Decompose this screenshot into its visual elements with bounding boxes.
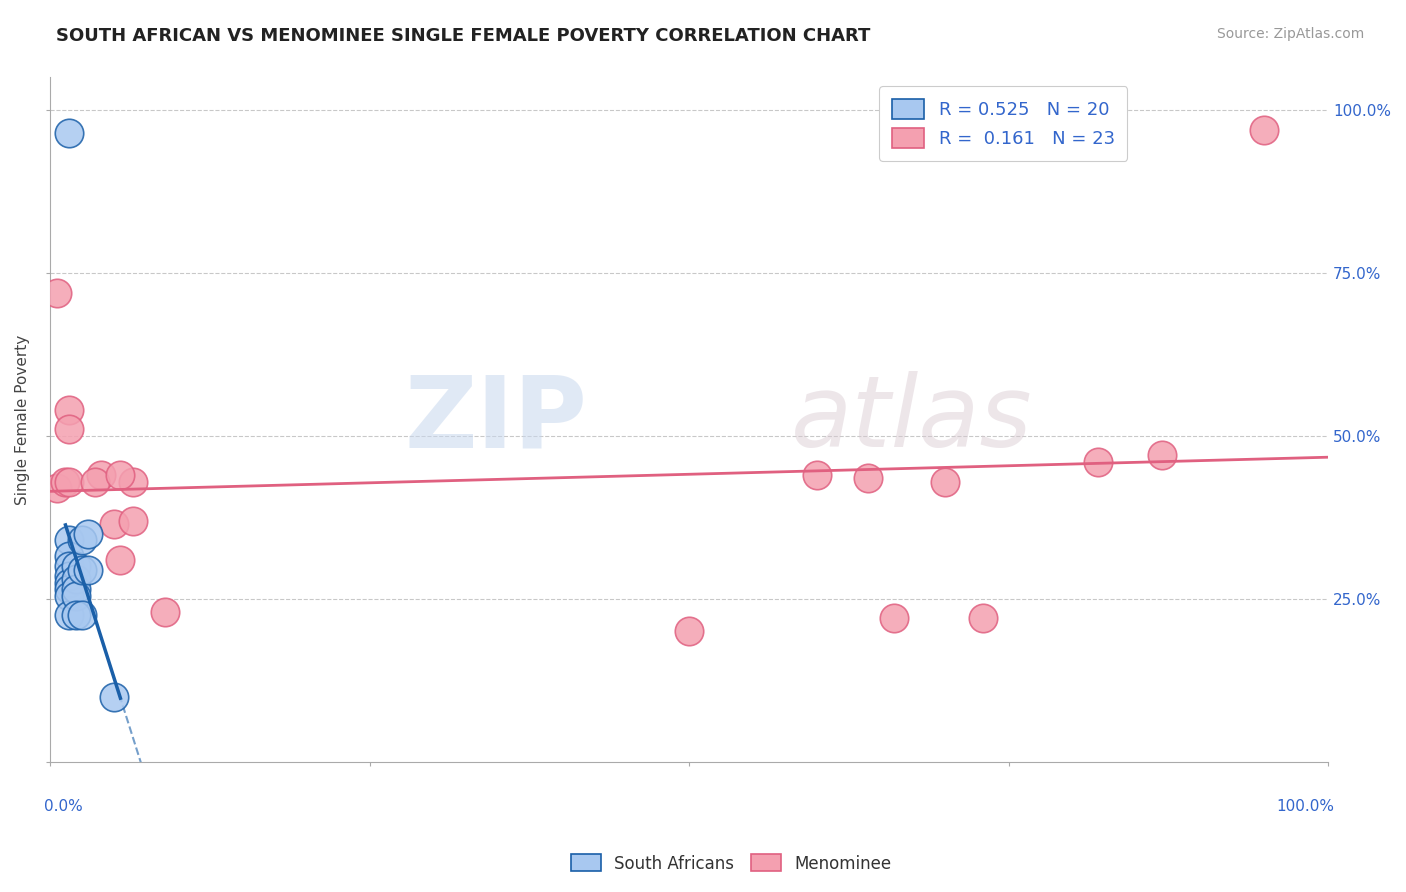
Point [58,608,80,623]
Point [70,608,93,623]
Point [65,559,87,574]
Point [678,624,700,639]
Point [58,575,80,590]
Point [65,608,87,623]
Text: 100.0%: 100.0% [1277,799,1334,814]
Point [70,533,93,548]
Point [110,468,132,483]
Point [58,559,80,574]
Text: atlas: atlas [792,371,1033,468]
Point [883,611,905,625]
Point [90,468,112,483]
Point [856,471,879,485]
Point [77,526,100,541]
Point [77,562,100,576]
Legend: South Africans, Menominee: South Africans, Menominee [564,847,898,880]
Point [58,126,80,140]
Point [122,514,145,528]
Legend: R = 0.525   N = 20, R =  0.161   N = 23: R = 0.525 N = 20, R = 0.161 N = 23 [879,87,1128,161]
Point [1087,455,1109,469]
Point [55,475,77,489]
Point [58,402,80,417]
Point [45,285,67,300]
Point [806,468,828,483]
Text: 0.0%: 0.0% [44,799,83,814]
Point [58,422,80,436]
Point [65,572,87,586]
Point [70,562,93,576]
Point [45,481,67,495]
Point [934,475,956,489]
Text: Source: ZipAtlas.com: Source: ZipAtlas.com [1216,27,1364,41]
Point [110,553,132,567]
Point [103,690,125,704]
Point [65,582,87,596]
Point [58,582,80,596]
Point [1253,122,1275,136]
Point [83,475,105,489]
Point [58,569,80,583]
Point [65,589,87,603]
Text: SOUTH AFRICAN VS MENOMINEE SINGLE FEMALE POVERTY CORRELATION CHART: SOUTH AFRICAN VS MENOMINEE SINGLE FEMALE… [56,27,870,45]
Point [1150,449,1173,463]
Point [103,516,125,531]
Point [972,611,994,625]
Text: ZIP: ZIP [404,371,586,468]
Point [122,475,145,489]
Y-axis label: Single Female Poverty: Single Female Poverty [15,334,30,505]
Point [58,475,80,489]
Point [58,533,80,548]
Point [58,589,80,603]
Point [153,605,176,619]
Point [58,549,80,564]
